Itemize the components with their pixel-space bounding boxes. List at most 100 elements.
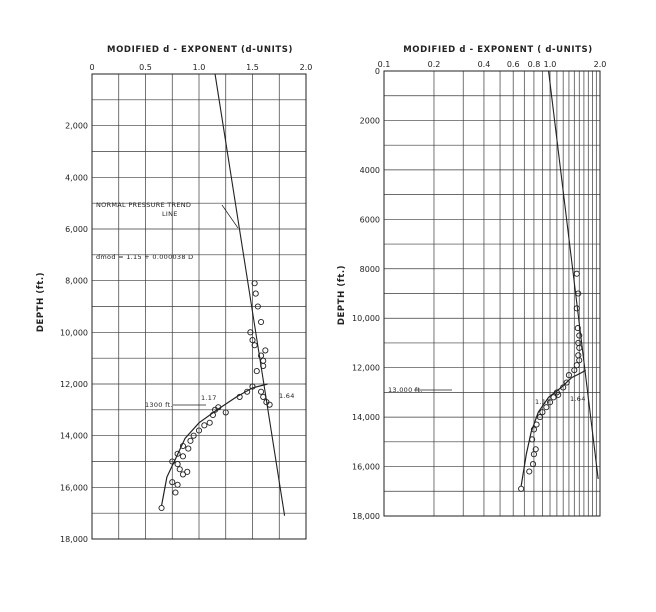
data-point [533, 421, 540, 428]
y-tick-label: 2000 [360, 116, 380, 125]
data-point [573, 270, 580, 277]
y-tick-label: 14,000 [352, 413, 380, 422]
data-point [176, 466, 183, 473]
data-point [158, 504, 165, 512]
x-tick-label: 2.0 [300, 63, 313, 72]
x-tick-label: 2.0 [594, 60, 607, 69]
x-tick-label: 0.6 [507, 60, 520, 69]
data-point [174, 461, 181, 468]
y-tick-label: 8000 [360, 265, 380, 274]
annotation-equation: dmod = 1.15 + 0.000038 D [96, 253, 193, 261]
y-tick-label: 4,000 [65, 173, 88, 182]
y-tick-label: 10,000 [352, 314, 380, 323]
data-point [575, 339, 582, 346]
y-tick-label: 12,000 [60, 380, 88, 389]
y-axis-label: DEPTH (ft.) [337, 265, 347, 325]
data-point [185, 445, 192, 452]
data-point [169, 479, 176, 486]
data-point [529, 436, 536, 443]
data-point [187, 437, 194, 444]
grid [92, 74, 306, 539]
data-point [266, 401, 273, 408]
data-point [236, 393, 243, 400]
x-tick-label: 1.0 [193, 63, 206, 72]
grid [384, 71, 600, 516]
data-point [258, 388, 265, 395]
x-tick-label: 0.2 [428, 60, 441, 69]
data-point [576, 332, 583, 339]
data-point [254, 303, 261, 310]
annotation-value-b: 1.64 [279, 392, 295, 400]
y-tick-label: 2,000 [65, 122, 88, 131]
data-point [249, 383, 256, 390]
normal-trend-line [214, 73, 286, 516]
data-point [215, 404, 222, 411]
data-point [260, 393, 267, 400]
y-tick-label: 12,000 [352, 364, 380, 373]
data-point [258, 318, 265, 326]
plot-frame [383, 70, 601, 517]
data-point [529, 461, 537, 468]
x-tick-label: 1.0 [544, 60, 557, 69]
data-point [526, 468, 533, 475]
data-point [571, 367, 578, 374]
x-tick-label: 0.8 [528, 60, 541, 69]
y-axis-label: DEPTH (ft.) [36, 272, 46, 332]
data-point [262, 347, 269, 354]
y-tick-label: 16,000 [60, 483, 88, 492]
y-tick-label: 10,000 [60, 328, 88, 337]
data-point [179, 471, 186, 478]
annotation-value-a: 1.17 [535, 398, 551, 406]
data-point [190, 432, 197, 439]
data-marks [518, 70, 599, 492]
y-tick-label: 6000 [360, 215, 380, 224]
data-point [209, 411, 216, 419]
chart-title: MODIFIED d - EXPONENT ( d-UNITS) [403, 45, 592, 55]
normal-trend-line [548, 70, 599, 479]
data-point [174, 481, 181, 488]
annotation-value-a: 1.17 [201, 394, 217, 402]
data-point [195, 427, 203, 434]
data-point [252, 290, 259, 297]
data-point [247, 329, 254, 336]
x-tick-label: 0 [89, 63, 94, 72]
data-point [172, 489, 179, 496]
data-point [184, 468, 191, 475]
data-point [574, 325, 581, 332]
data-point [550, 394, 557, 401]
data-point [169, 458, 176, 465]
data-point [555, 391, 562, 398]
data-point [546, 399, 554, 406]
annotation-trend-label-line1: NORMAL PRESSURE TREND [96, 201, 191, 209]
y-tick-label: 14,000 [60, 432, 88, 441]
fitted-curve [161, 383, 268, 506]
data-point [249, 337, 256, 344]
data-point [179, 442, 186, 450]
trend-label-leader [221, 204, 239, 229]
y-tick-label: 8,000 [65, 277, 88, 286]
tick-labels: 0 0.5 1.0 1.5 2.0 2,000 4,000 6,000 8,000 10,000 1… [60, 63, 312, 544]
y-tick-label: 4000 [360, 166, 380, 175]
x-tick-label: 0.1 [378, 60, 391, 69]
fitted-curve [520, 369, 587, 487]
data-point [565, 372, 572, 379]
data-point [530, 426, 537, 433]
y-tick-label: 18,000 [352, 512, 380, 521]
data-marks [158, 73, 286, 516]
data-point [244, 388, 251, 395]
plot-frame [91, 73, 307, 540]
chart-log-d-exponent: MODIFIED d - EXPONENT ( d-UNITS) DEPTH (… [337, 45, 606, 521]
data-point [536, 414, 544, 421]
y-tick-label: 0 [375, 67, 380, 76]
x-tick-label: 0.5 [139, 63, 152, 72]
data-point [563, 379, 570, 386]
x-tick-label: 0.4 [478, 60, 491, 69]
x-tick-label: 1.5 [246, 63, 259, 72]
chart-title: MODIFIED d - EXPONENT (d-UNITS) [107, 45, 293, 55]
data-point [573, 362, 580, 369]
data-point [532, 446, 539, 453]
data-point [539, 409, 546, 416]
data-point [206, 419, 213, 426]
y-tick-label: 6,000 [65, 225, 88, 234]
